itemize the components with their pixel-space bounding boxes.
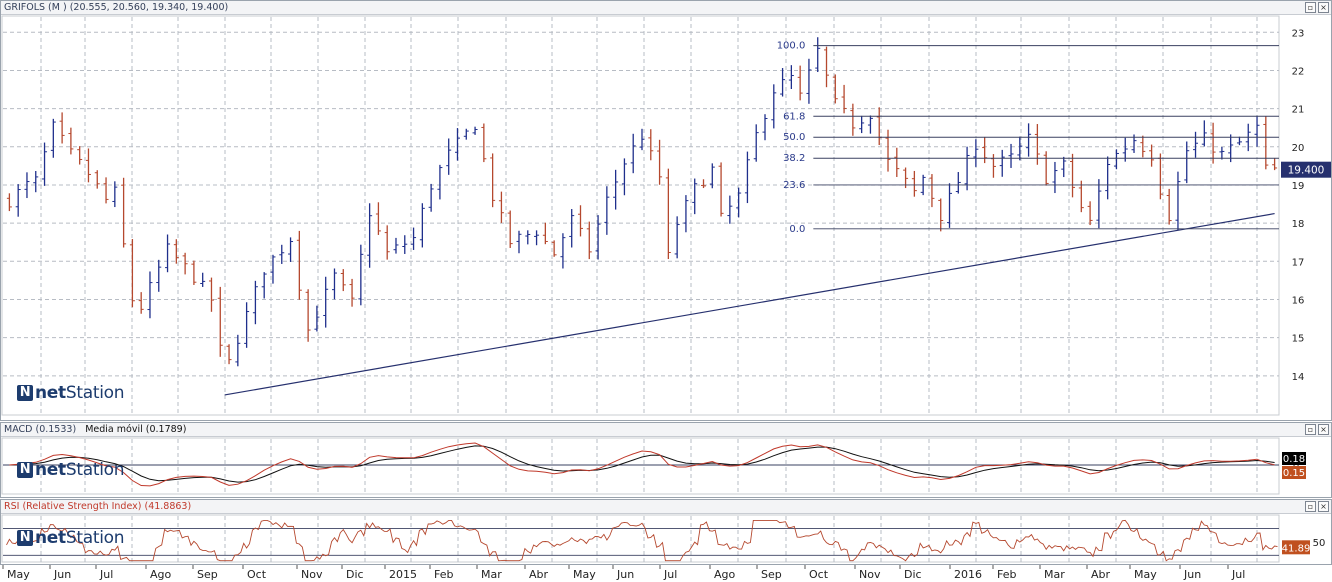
last-price-badge [1281,161,1331,178]
x-tick-label: 2016 [954,568,982,581]
fib-level-label: 38.2 [783,153,805,164]
rsi-title: RSI (Relative Strength Index) (41.8863) [4,501,192,512]
x-tick-label: Sep [761,568,782,581]
y-tick-label: 23 [1292,28,1305,39]
x-tick-label: Jul [663,568,677,581]
macd-panel: MACD (0.1533) Media móvil (0.1789) ▫ × 0… [0,422,1332,498]
logo-suffix: Station [65,460,125,480]
price-panel-title: GRIFOLS (M ) (20.555, 20.560, 19.340, 19… [4,2,229,13]
macd-chart[interactable]: 00.180.15 [1,423,1331,497]
x-tick-label: Feb [434,568,453,581]
netstation-logo: N net Station [17,383,125,403]
y-tick-label: 15 [1292,334,1305,345]
x-tick-label: May [1134,568,1157,581]
time-axis: May Jun Jul Ago Sep Oct Nov Dic 2015 Feb Mar Abr May… [0,564,1332,582]
netstation-logo: N net Station [17,528,125,548]
fib-level-label: 0.0 [789,224,805,235]
x-tick-label: Jun [616,568,634,581]
x-tick-label: Jun [1183,568,1201,581]
price-chart[interactable]: 14 15 16 17 18 19 20 21 22 23 100.0 61.8 50.0 38.2 23.… [1,1,1331,420]
x-tick-label: Ago [150,568,172,581]
x-tick-label: Sep [197,568,218,581]
x-tick-label: Jun [53,568,71,581]
x-tick-label: May [7,568,30,581]
x-tick-label: Abr [529,568,549,581]
macd-panel-header: MACD (0.1533) Media móvil (0.1789) [1,423,1331,437]
price-panel-close-button[interactable]: × [1318,2,1329,13]
rsi-line [6,519,1278,562]
macd-signal-line [9,445,1275,483]
x-tick-label: Mar [481,568,502,581]
macd-signal-value: 0.18 [1283,454,1305,465]
x-tick-label: Oct [809,568,829,581]
fib-level-label: 50.0 [783,132,805,143]
y-tick-label: 18 [1292,219,1305,230]
macd-title: MACD (0.1533) [4,424,77,435]
macd-panel-restore-button[interactable]: ▫ [1305,424,1316,435]
x-tick-label: Dic [346,568,364,581]
last-price-label: 19.400 [1288,165,1325,177]
macd-signal-title: Media móvil (0.1789) [85,424,187,435]
plot-area [1,15,1280,416]
macd-plot-area [1,437,1280,495]
fib-level-label: 100.0 [777,41,806,52]
time-axis-labels: May Jun Jul Ago Sep Oct Nov Dic 2015 Feb Mar Abr May… [2,565,1245,581]
rsi-panel: RSI (Relative Strength Index) (41.8863) … [0,499,1332,565]
netstation-logo-icon: N [17,462,33,478]
macd-signal-badge [1282,452,1306,465]
rsi-panel-header: RSI (Relative Strength Index) (41.8863) [1,500,1331,514]
macd-panel-close-button[interactable]: × [1318,424,1329,435]
rsi-value-badge [1282,540,1310,555]
macd-value: 0.15 [1283,468,1305,479]
x-tick-label: Jul [1231,568,1245,581]
logo-suffix: Station [65,528,125,548]
fib-level-label: 23.6 [783,180,805,191]
x-tick-label: Ago [714,568,736,581]
x-tick-label: Mar [1044,568,1065,581]
x-tick-label: Nov [859,568,881,581]
price-panel-header: GRIFOLS (M ) (20.555, 20.560, 19.340, 19… [1,1,1331,15]
netstation-logo: N net Station [17,460,125,480]
rsi-mid-label: 50 [1313,538,1326,549]
y-tick-label: 16 [1292,295,1305,306]
x-tick-label: Jul [99,568,113,581]
rsi-panel-restore-button[interactable]: ▫ [1305,501,1316,512]
y-tick-label: 22 [1292,66,1305,77]
x-tick-label: 2015 [389,568,417,581]
netstation-logo-icon: N [17,385,33,401]
x-tick-label: Dic [904,568,922,581]
logo-prefix: net [35,383,66,403]
price-panel: GRIFOLS (M ) (20.555, 20.560, 19.340, 19… [0,0,1332,421]
macd-value-badge [1282,466,1306,479]
x-tick-label: Feb [997,568,1016,581]
logo-prefix: net [35,460,66,480]
x-tick-label: Oct [247,568,267,581]
netstation-logo-icon: N [17,530,33,546]
price-panel-restore-button[interactable]: ▫ [1305,2,1316,13]
y-tick-label: 20 [1292,143,1305,154]
macd-line [9,442,1275,487]
y-tick-label: 14 [1292,372,1305,383]
support-trendline [224,213,1275,396]
x-tick-label: May [573,568,596,581]
y-tick-label: 17 [1292,257,1305,268]
y-tick-label: 21 [1292,105,1305,116]
x-tick-label: Abr [1091,568,1111,581]
fib-level-label: 61.8 [783,111,805,122]
rsi-value: 41.89 [1282,543,1311,554]
rsi-panel-close-button[interactable]: × [1318,501,1329,512]
logo-prefix: net [35,528,66,548]
y-tick-label: 19 [1292,181,1305,192]
x-tick-label: Nov [301,568,323,581]
rsi-plot-area [1,514,1280,563]
logo-suffix: Station [65,383,125,403]
